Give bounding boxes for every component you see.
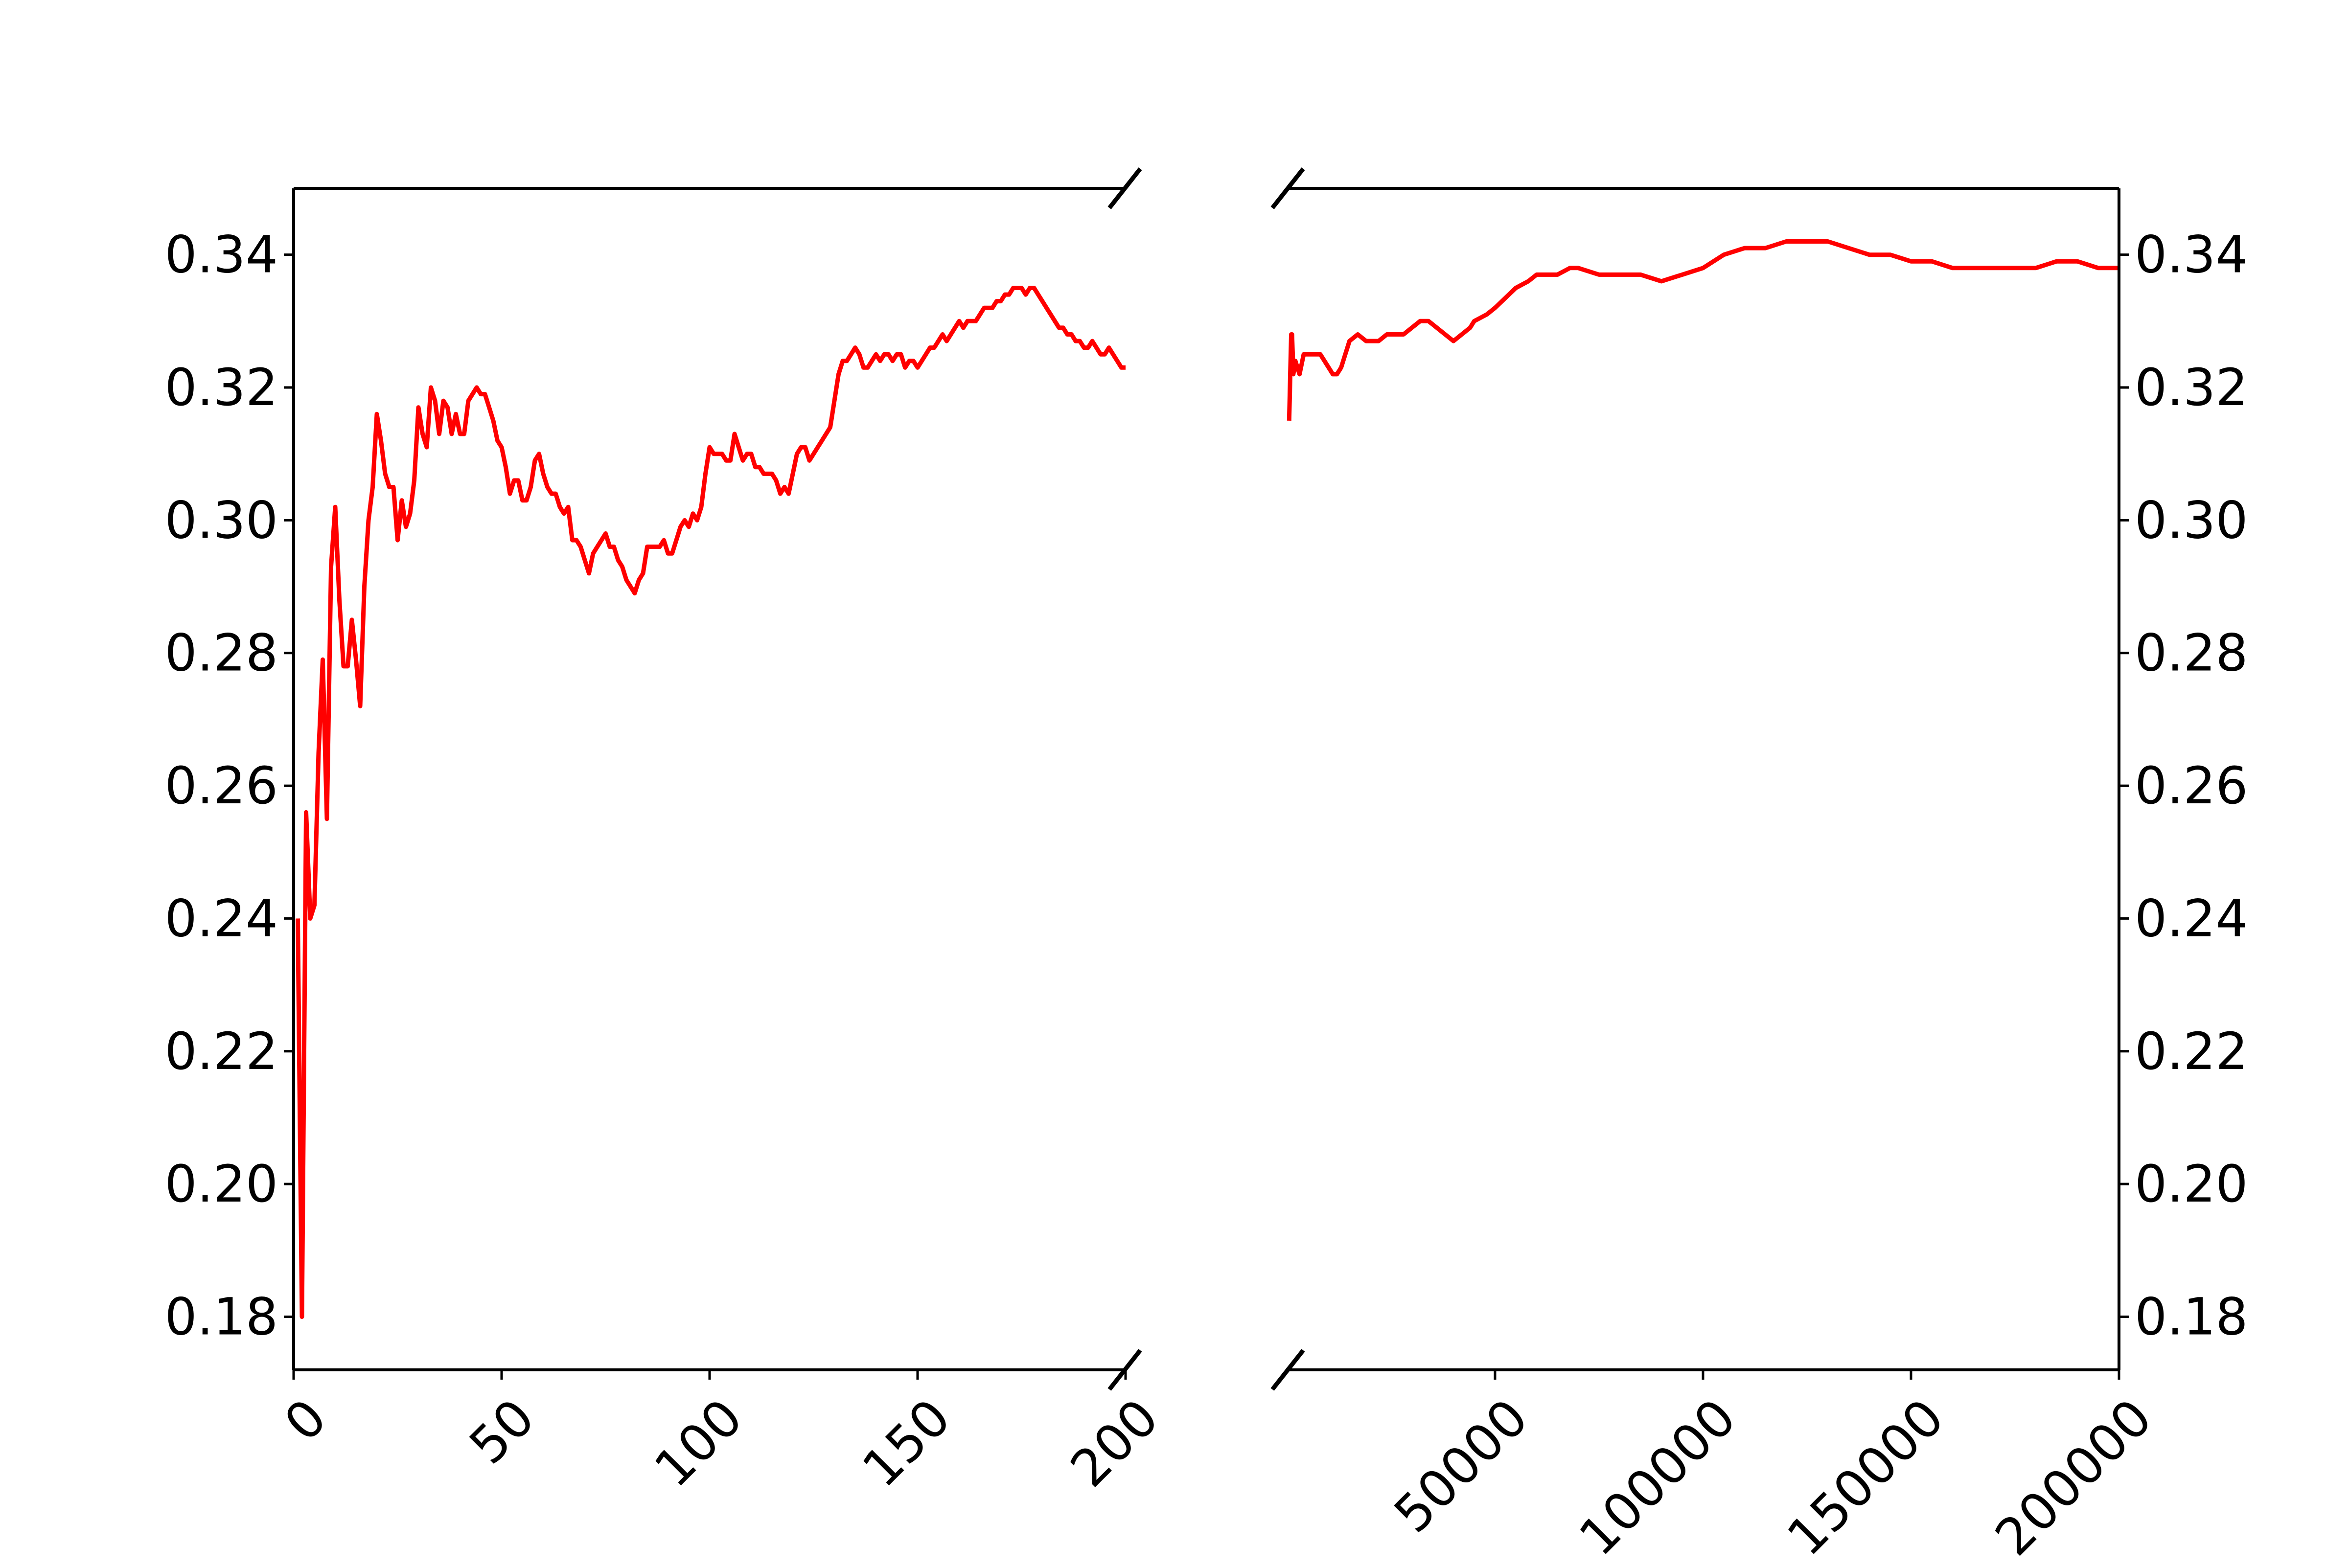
left-y-tick-label: 0.20 — [164, 1154, 278, 1214]
right-y-tick-label: 0.24 — [2135, 888, 2248, 948]
left-y-tick-label: 0.30 — [164, 490, 278, 550]
right-break-mark-bottom — [1270, 1349, 1305, 1391]
right-series-group — [1287, 239, 2119, 421]
left-y-tick-label: 0.34 — [164, 225, 278, 285]
right-data-line — [1287, 239, 2119, 421]
right-y-tick-label: 0.30 — [2135, 490, 2248, 550]
right-y-tick-label: 0.22 — [2135, 1022, 2248, 1081]
right-break-mark-top — [1270, 167, 1305, 209]
left-data-line — [296, 286, 1126, 1319]
left-series-group — [296, 286, 1126, 1319]
left-break-mark-top — [1107, 167, 1142, 209]
left-y-tick-label: 0.28 — [164, 623, 278, 683]
left-y-tick-label: 0.26 — [164, 756, 278, 816]
right-y-tick-label: 0.18 — [2135, 1287, 2248, 1346]
right-y-tick-label: 0.32 — [2135, 358, 2248, 417]
right-y-tick-label: 0.34 — [2135, 225, 2248, 285]
left-y-tick-label: 0.18 — [164, 1287, 278, 1346]
left-y-tick-label: 0.32 — [164, 358, 278, 417]
right-y-ticks: 0.18 0.20 0.22 0.24 0.26 0.28 0.30 0.32 0.34 — [2119, 225, 2248, 1346]
left-y-ticks: 0.18 0.20 0.22 0.24 0.26 0.28 0.30 0.32 0.34 — [164, 225, 294, 1346]
left-y-tick-label: 0.22 — [164, 1022, 278, 1081]
left-panel: 0.180.200.220.240.260.280.300.320.34 0 50… — [164, 167, 1170, 1499]
left-y-tick-label: 0.24 — [164, 888, 278, 948]
right-y-tick-label: 0.28 — [2135, 623, 2248, 683]
right-y-tick-label: 0.26 — [2135, 756, 2248, 816]
right-y-tick-label: 0.20 — [2135, 1154, 2248, 1214]
